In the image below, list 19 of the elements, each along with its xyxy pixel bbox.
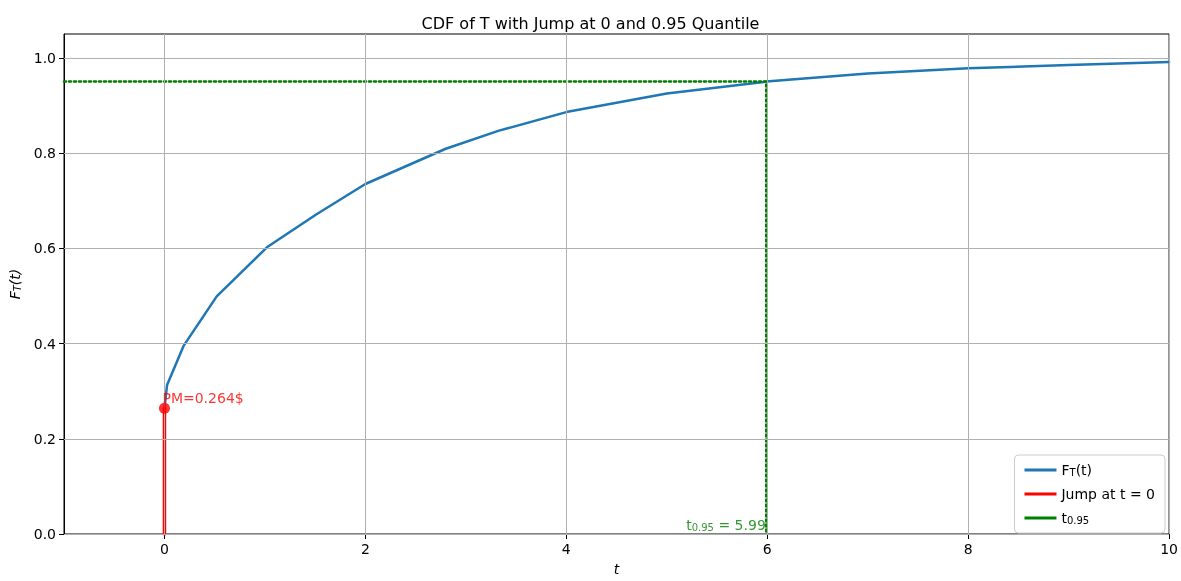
y-tick-label: 0.4 [33,335,57,352]
legend-label: t0.95 [1061,510,1090,526]
legend-label: FT(t) [1061,462,1093,478]
y-tick-label: 0.2 [33,430,56,447]
y-axis-title: FT(t) [7,268,23,300]
y-tick-label: 0.8 [33,145,56,162]
x-tick-label: 0 [160,541,169,557]
x-tick-label: 4 [561,541,571,557]
y-tick-label: 0.6 [33,240,57,257]
annotation: t0.95 = 5.99 [686,517,766,533]
y-tick-label: 0.0 [33,526,56,542]
x-tick-label: 6 [762,541,772,557]
y-tick-label: 1.0 [33,49,56,66]
x-tick-label: 10 [1160,541,1179,557]
x-axis-title: t [613,561,620,577]
x-tick-label: 8 [963,541,973,557]
chart-title: CDF of T with Jump at 0 and 0.95 Quantile [421,13,760,33]
x-tick-label: 2 [360,541,370,557]
legend-label: Jump at t = 0 [1060,486,1156,502]
